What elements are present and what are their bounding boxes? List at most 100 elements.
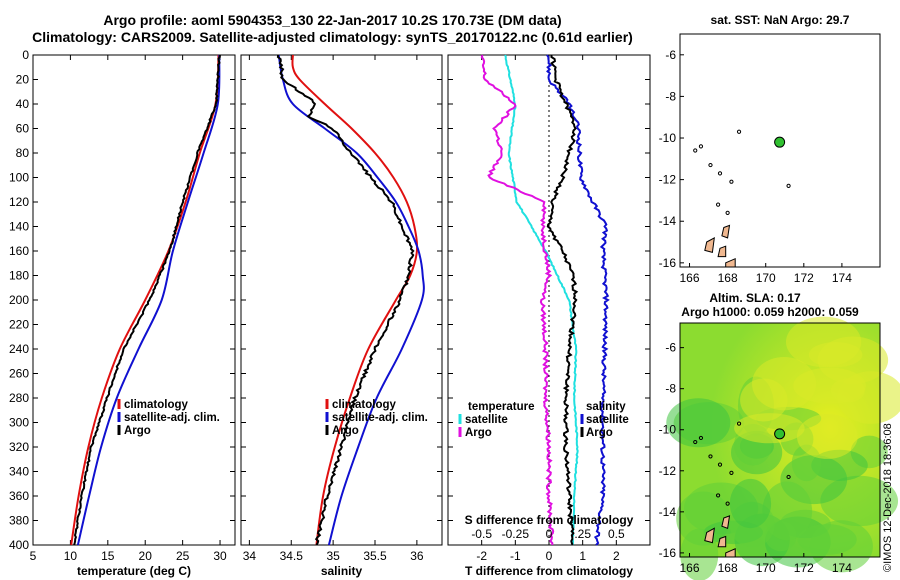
sla-map-islet [725,501,730,506]
difference-legend-right-label: Argo [586,427,613,439]
sst_map-xtick-label: 172 [794,271,814,285]
sla-map-argo-point [774,428,786,440]
sst-map-island [717,245,727,258]
depth-ytick-label: 120 [9,195,29,209]
sst_map-xtick-label: 166 [680,271,700,285]
difference-xtick-label: -1 [510,549,521,563]
sst_map-xtick-label: 170 [756,271,776,285]
salinity-series-climatology [291,54,419,546]
sla-map-blob [830,378,865,403]
sla_map-ytick-label: -12 [659,464,677,478]
salinity-xtick-label: 34.5 [280,549,304,563]
temperature-series-satellite-adj--clim- [76,54,221,546]
salinity-plot-frame [240,54,443,546]
difference-s-tick-label: -0.5 [471,527,492,541]
sst-map-islet [717,171,723,176]
difference-legend-left-label: Argo [465,427,492,439]
difference-series-s-argo [546,54,579,546]
sla_map-xtick-label: 168 [718,561,738,575]
temperature-xtick-label: 10 [64,549,78,563]
imos-credit: ©IMOS 12-Dec-2018 18:36:08 [882,423,894,572]
difference-xtick-label: 1 [579,549,586,563]
difference-s-tick-label: 0 [546,527,553,541]
sst_map-xtick-label: 174 [832,271,852,285]
figure-title-line1: Argo profile: aoml 5904353_130 22-Jan-20… [103,12,562,28]
sla-map-island [721,515,731,529]
sla-map-blob [796,414,858,459]
sla_map-ytick-label: -10 [659,423,677,437]
sla_map-xtick-label: 174 [832,561,852,575]
sla_map-xtick-label: 172 [794,561,814,575]
depth-ytick-label: 180 [9,269,29,283]
temperature-xlabel: temperature (deg C) [77,564,191,578]
sla-map-blob [729,478,772,529]
difference-series-s-satellite [546,54,610,546]
temperature-xtick-label: 25 [176,549,190,563]
sst-map-island [704,236,715,254]
difference-xtick-label: 0 [546,549,553,563]
sla-map-islet [786,474,791,480]
salinity-legend-label: satellite-adj. clim. [332,412,428,424]
sla-map-island [717,535,727,548]
sla_map-xtick-label: 166 [680,561,700,575]
sst-map-title: sat. SST: NaN Argo: 29.7 [711,13,850,27]
depth-ytick-label: 280 [9,391,29,405]
depth-ytick-label: 140 [9,220,29,234]
salinity-series-argo [276,54,415,546]
temperature-xtick-label: 30 [213,549,227,563]
sst-map-islet [708,162,713,168]
sla-map-blob [752,356,817,411]
depth-ytick-label: 200 [9,293,29,307]
sla-map-islet [729,470,734,475]
difference-legend-left-label: temperature [468,401,534,413]
sla-map-islet [736,421,742,426]
sla_map-ytick-label: -8 [665,382,676,396]
sla_map-xtick-label: 170 [756,561,776,575]
sla-map-title-2: Argo h1000: 0.059 h2000: 0.059 [681,305,859,319]
sla-map-blob [785,316,862,368]
sla_map-ytick-label: -14 [659,505,677,519]
temperature-xtick-label: 20 [139,549,153,563]
sla-map-islet [693,439,698,445]
depth-ytick-label: 0 [22,48,29,62]
sst-map-islet [725,210,730,216]
depth-ytick-label: 240 [9,342,29,356]
depth-ytick-label: 20 [16,73,30,87]
difference-s-tick-label: .25 [574,527,591,541]
depth-ytick-label: 100 [9,171,29,185]
difference-xtick-label: -2 [476,549,487,563]
temperature-plot-frame [32,54,236,546]
depth-ytick-label: 400 [9,538,29,552]
sla-map-title-1: Altim. SLA: 0.17 [709,291,801,305]
sla-map-islet [717,462,723,467]
sst-map-argo-point [774,136,786,148]
depth-ytick-label: 80 [16,146,30,160]
depth-ytick-label: 260 [9,367,29,381]
sst-map-frame [679,33,881,268]
difference-xtick-label: 2 [613,549,620,563]
sst_map-xtick-label: 168 [718,271,738,285]
sst-map-islet [729,179,734,184]
sst-map-island [721,224,731,239]
sla-map-blob [797,524,857,555]
depth-ytick-label: 340 [9,465,29,479]
temperature-xtick-label: 5 [30,549,37,563]
difference-legend-left-label: satellite [465,414,508,426]
difference-s-xlabel: S difference from climatology [465,513,634,527]
sla_map-ytick-label: -16 [659,546,677,560]
difference-s-tick-label: -0.25 [502,527,530,541]
sla-map-islet [698,435,704,441]
sla-map-islet [708,454,713,459]
depth-ytick-label: 300 [9,416,29,430]
figure-title-line2: Climatology: CARS2009. Satellite-adjuste… [32,29,633,45]
temperature-legend-label: satellite-adj. clim. [124,412,220,424]
sla_map-ytick-label: -6 [665,341,676,355]
sst-map-islet [715,202,721,207]
difference-legend-right-label: salinity [586,401,626,413]
salinity-xtick-label: 35 [326,549,340,563]
difference-series-t-argo [480,54,555,546]
difference-legend-right-label: satellite [586,414,629,426]
sst-map-island [725,257,736,268]
